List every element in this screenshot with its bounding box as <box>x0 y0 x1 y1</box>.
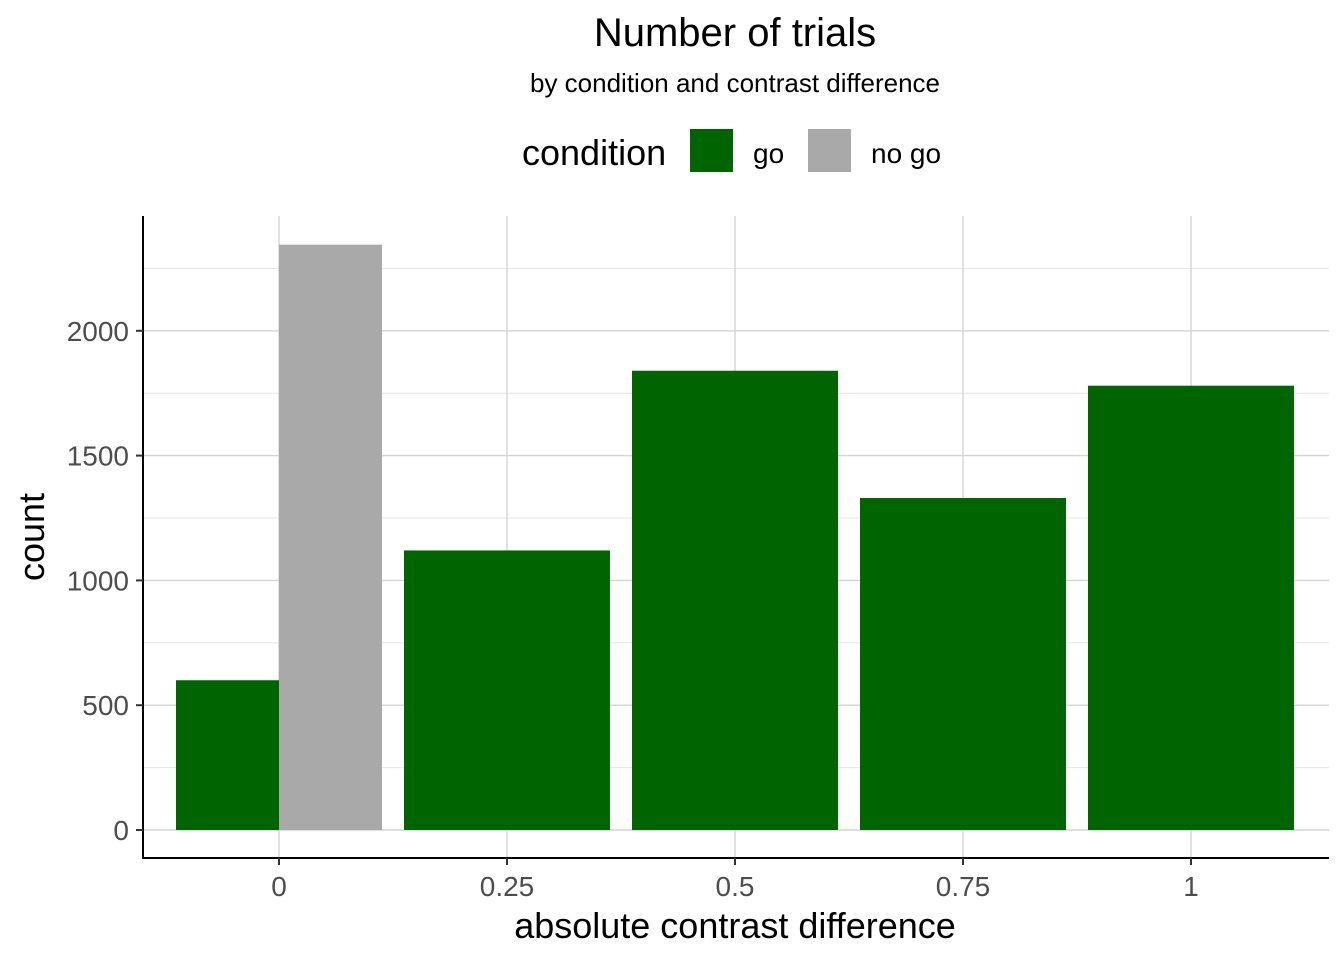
legend-title: condition <box>522 132 666 173</box>
legend-key-no-go <box>808 129 851 172</box>
x-tick-label: 0.75 <box>936 871 991 902</box>
bar-go-0.75 <box>860 498 1066 830</box>
y-tick-label: 2000 <box>67 316 129 347</box>
chart-subtitle: by condition and contrast difference <box>530 68 940 98</box>
y-axis-title: count <box>11 493 52 581</box>
bar-no-go-0 <box>279 244 382 831</box>
y-ticks: 0 500 1000 1500 2000 <box>67 316 143 846</box>
bar-go-0.5 <box>632 370 838 830</box>
bars <box>176 244 1294 831</box>
x-ticks: 0 0.25 0.5 0.75 1 <box>271 858 1199 902</box>
legend-key-go <box>690 129 733 172</box>
x-tick-label: 0.5 <box>716 871 755 902</box>
legend-label-go: go <box>753 138 784 169</box>
chart-title: Number of trials <box>594 11 876 55</box>
y-tick-label: 500 <box>82 690 129 721</box>
bar-go-0 <box>176 680 279 830</box>
x-axis-title: absolute contrast difference <box>514 905 956 946</box>
x-tick-label: 0.25 <box>480 871 535 902</box>
y-tick-label: 1000 <box>67 565 129 596</box>
x-tick-label: 0 <box>271 871 287 902</box>
bar-go-1 <box>1088 385 1294 830</box>
y-tick-label: 1500 <box>67 441 129 472</box>
legend: condition go no go <box>522 129 941 173</box>
x-tick-label: 1 <box>1183 871 1199 902</box>
legend-label-no-go: no go <box>871 138 941 169</box>
y-tick-label: 0 <box>113 815 129 846</box>
bar-go-0.25 <box>404 550 610 830</box>
